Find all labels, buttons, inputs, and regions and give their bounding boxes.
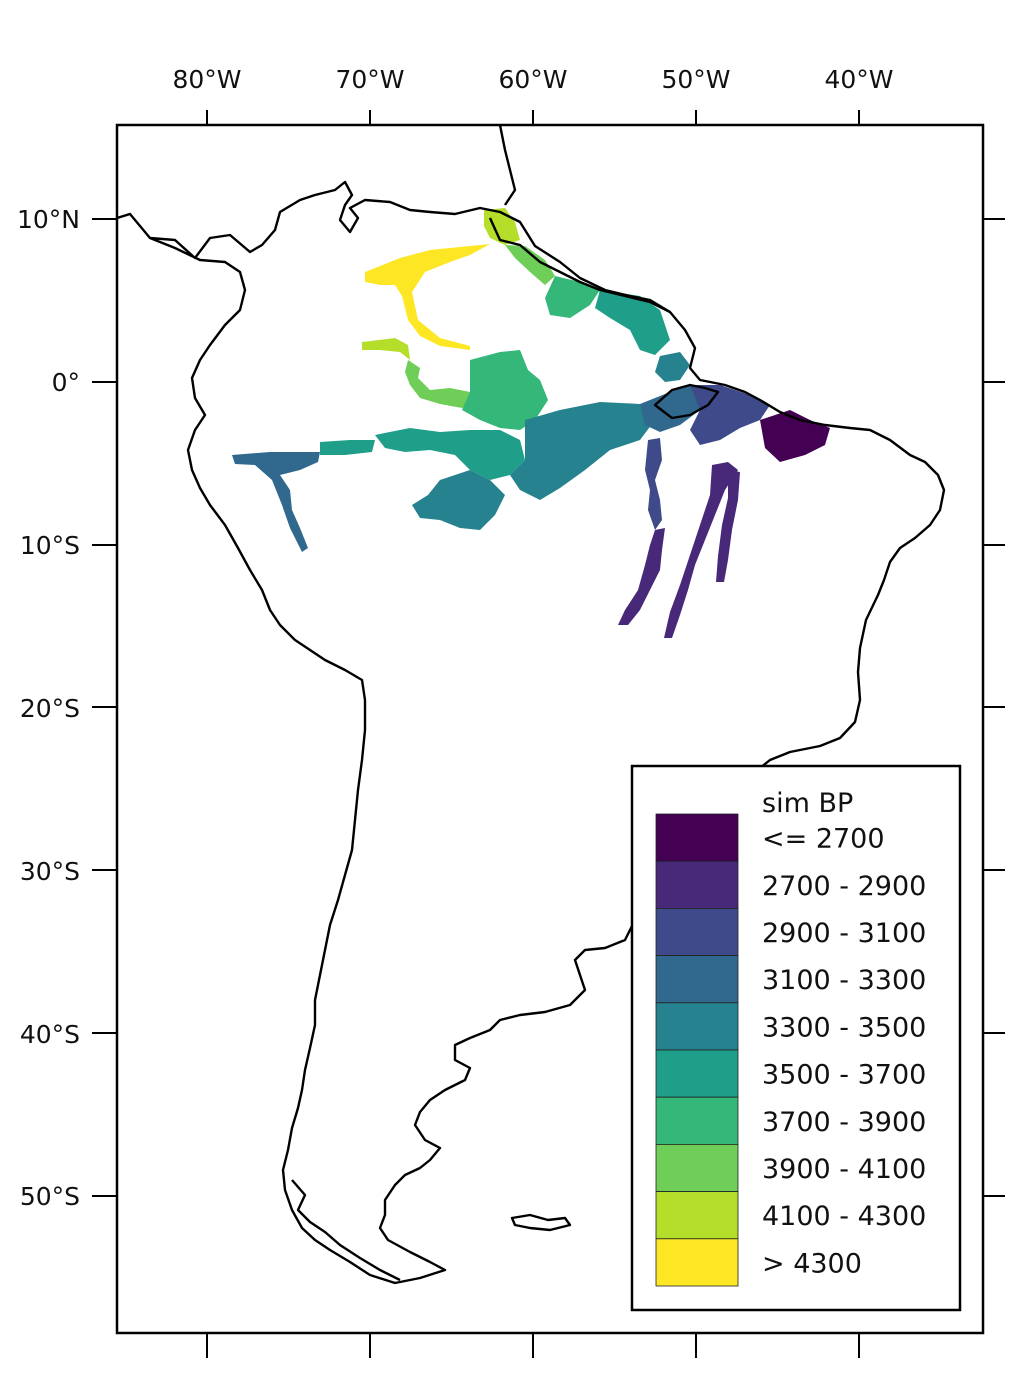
zone-4100-4300-b [362,338,410,360]
zone-3300-3500 [510,402,655,500]
sim-bp-raster [232,208,830,638]
legend-swatch-5 [655,1049,739,1098]
zone-3100-3300 [232,452,320,552]
legend-swatch-4 [655,1002,739,1051]
legend-labels: <= 2700 2700 - 2900 2900 - 3100 3100 - 3300… [762,824,926,1280]
legend-swatch-9 [655,1238,739,1287]
zone-3300-3500-b [412,470,505,530]
legend-swatch-8 [655,1191,739,1240]
top-longitude-labels: 80°W 70°W 60°W 50°W 40°W [172,65,893,94]
legend-swatch-6 [655,1096,739,1145]
legend-label-4: 3300 - 3500 [762,1012,926,1043]
axis-ticks [92,110,1005,1358]
legend-label-0: <= 2700 [762,824,885,855]
legend-swatch-7 [655,1144,739,1193]
south-america-coastline [116,180,946,1285]
zone-3500-3700 [595,290,670,355]
zone-3100-3300-b [640,385,705,432]
lon-label-40w: 40°W [824,65,893,94]
lon-label-70w: 70°W [335,65,404,94]
legend-swatch-0 [655,813,739,862]
legend-label-7: 3900 - 4100 [762,1154,926,1185]
lon-label-80w: 80°W [172,65,241,94]
guiana-coast [488,217,671,314]
legend-swatch-1 [655,860,739,909]
lat-label-40s: 40°S [20,1020,80,1049]
lat-label-30s: 30°S [20,857,80,886]
lat-label-10n: 10°N [17,205,80,234]
zone-2700-2900-c [716,470,740,582]
zone-3300-3500-c [655,352,690,382]
zone-3900-4100 [505,245,555,285]
legend-title: sim BP [762,788,853,819]
legend-swatches [655,813,739,1287]
zone-gt-4300 [365,244,490,350]
legend-label-2: 2900 - 3100 [762,918,926,949]
legend-label-5: 3500 - 3700 [762,1060,926,1091]
lon-label-50w: 50°W [661,65,730,94]
caribbean-islands [498,124,517,206]
legend-label-9: > 4300 [762,1248,862,1279]
southern-archipelago [291,1179,401,1282]
legend-label-1: 2700 - 2900 [762,871,926,902]
legend-label-6: 3700 - 3900 [762,1107,926,1138]
zone-3500-3700-b [375,428,525,480]
map-frame [115,123,985,1335]
zone-2700-2900-b [664,462,738,638]
amazon-mouth [653,383,720,420]
zone-3900-4100-b [405,360,478,408]
legend-swatch-2 [655,908,739,957]
legend-label-8: 4100 - 4300 [762,1201,926,1232]
zone-2900-3100 [690,385,770,445]
lat-label-10s: 10°S [20,531,80,560]
lon-label-60w: 60°W [498,65,567,94]
legend-swatch-3 [655,955,739,1004]
coastlines [116,124,946,1285]
zone-3500-3700-c [320,440,375,455]
zone-3700-3900 [462,350,548,430]
falklands [510,1213,572,1232]
zone-2900-3100-b [645,438,662,530]
legend: sim BP <= 2700 2700 - 2900 2900 - 3100 3100… [630,764,962,1312]
lat-label-0: 0° [52,368,80,397]
left-latitude-labels: 10°N 0° 10°S 20°S 30°S 40°S 50°S [17,205,80,1211]
lat-label-50s: 50°S [20,1182,80,1211]
legend-label-3: 3100 - 3300 [762,965,926,996]
zone-3700-3900-b [545,276,600,318]
lat-label-20s: 20°S [20,694,80,723]
zone-2700-2900 [618,528,665,625]
